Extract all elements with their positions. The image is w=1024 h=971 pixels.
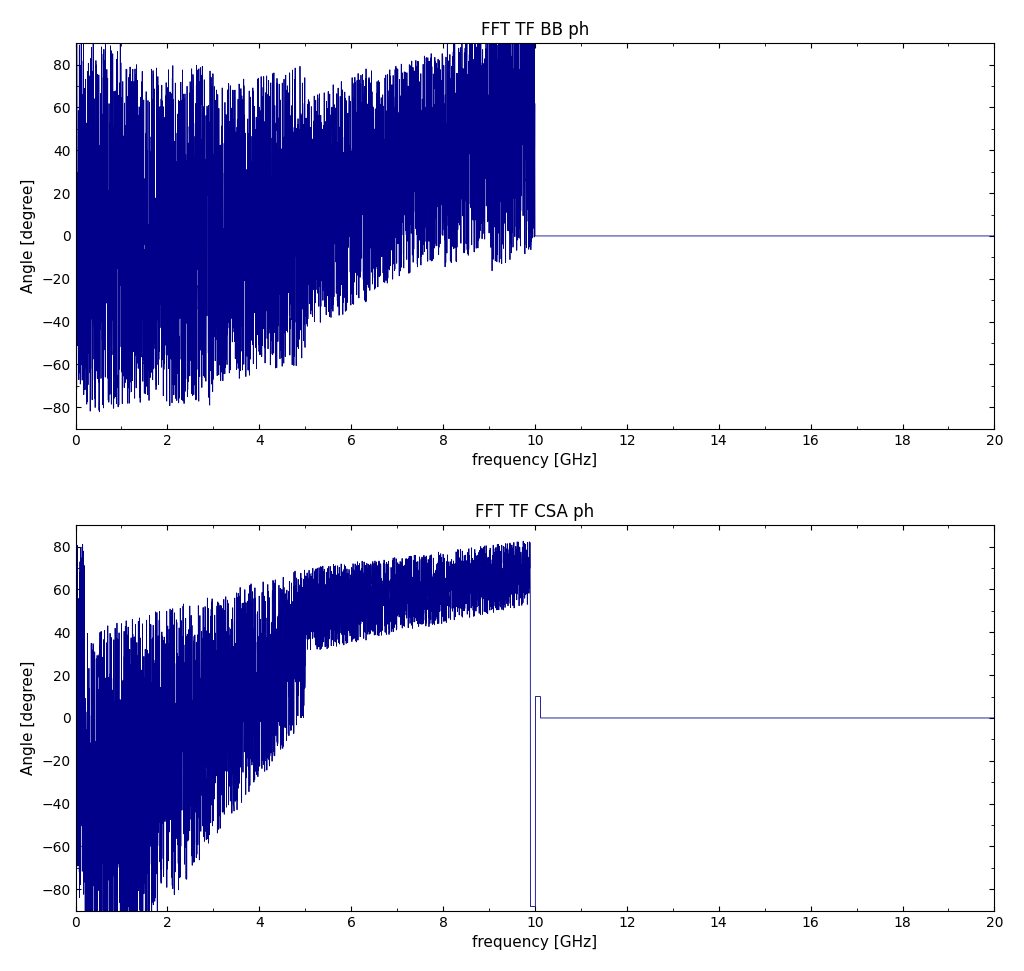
- X-axis label: frequency [GHz]: frequency [GHz]: [472, 453, 598, 468]
- Y-axis label: Angle [degree]: Angle [degree]: [20, 179, 36, 293]
- X-axis label: frequency [GHz]: frequency [GHz]: [472, 935, 598, 951]
- Title: FFT TF CSA ph: FFT TF CSA ph: [475, 503, 595, 520]
- Y-axis label: Angle [degree]: Angle [degree]: [20, 661, 36, 775]
- Title: FFT TF BB ph: FFT TF BB ph: [481, 20, 589, 39]
